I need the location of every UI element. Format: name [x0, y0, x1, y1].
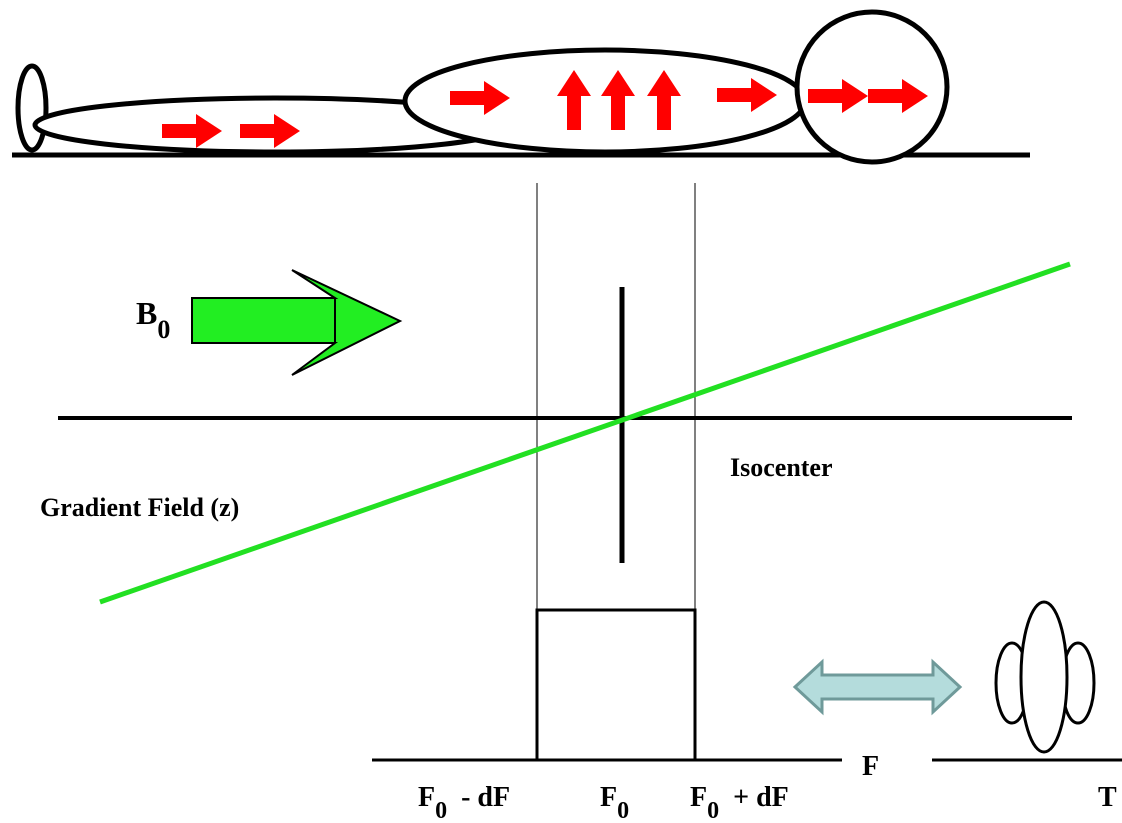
- f0-plus-df-sub: 0: [707, 798, 719, 823]
- frequency-axis-label: F: [862, 751, 879, 782]
- green-arrow-icon: [191, 269, 403, 376]
- pulse-main-lobe: [1019, 600, 1069, 754]
- f0-plus-df-label: F0 + dF: [690, 782, 789, 823]
- red-arrow-icon: [647, 70, 681, 130]
- isocenter-label: Isocenter: [730, 453, 833, 482]
- f0-minus-df-main: F: [418, 782, 435, 813]
- gradient-field-line: [99, 261, 1071, 605]
- patient-figure: [12, 9, 1030, 165]
- time-domain-pulse: [994, 600, 1096, 754]
- red-arrow-icon: [808, 79, 868, 113]
- b0-label-sub: 0: [157, 315, 170, 344]
- f0-main: F: [600, 782, 617, 813]
- red-arrow-icon: [557, 70, 591, 130]
- f0-label: F0: [600, 782, 629, 823]
- f0-plus-df-main: F: [690, 782, 707, 813]
- red-arrow-icon: [601, 70, 635, 130]
- double-headed-arrow-icon: [792, 658, 963, 716]
- red-arrow-icon: [450, 81, 510, 115]
- f0-minus-df-label: F0 - dF: [418, 782, 510, 823]
- spin-arrows: [162, 70, 928, 148]
- b0-label: B0: [136, 295, 170, 344]
- f0-minus-df-sub: 0: [435, 798, 447, 823]
- red-arrow-icon: [717, 78, 777, 112]
- red-arrow-icon: [240, 114, 300, 148]
- b0-field-arrow: [191, 269, 403, 376]
- time-axis-label: T: [1098, 782, 1117, 813]
- f0-minus-df-suffix: - dF: [461, 782, 510, 813]
- b0-label-main: B: [136, 295, 157, 331]
- patient-head-circle: [794, 9, 950, 165]
- red-arrow-icon: [162, 114, 222, 148]
- slice-profile-rect: [535, 608, 697, 760]
- f0-sub: 0: [617, 798, 629, 823]
- gradient-field-label: Gradient Field (z): [40, 493, 239, 522]
- red-arrow-icon: [868, 79, 928, 113]
- f0-plus-df-suffix: + dF: [733, 782, 789, 813]
- patient-feet-ellipse: [15, 63, 49, 153]
